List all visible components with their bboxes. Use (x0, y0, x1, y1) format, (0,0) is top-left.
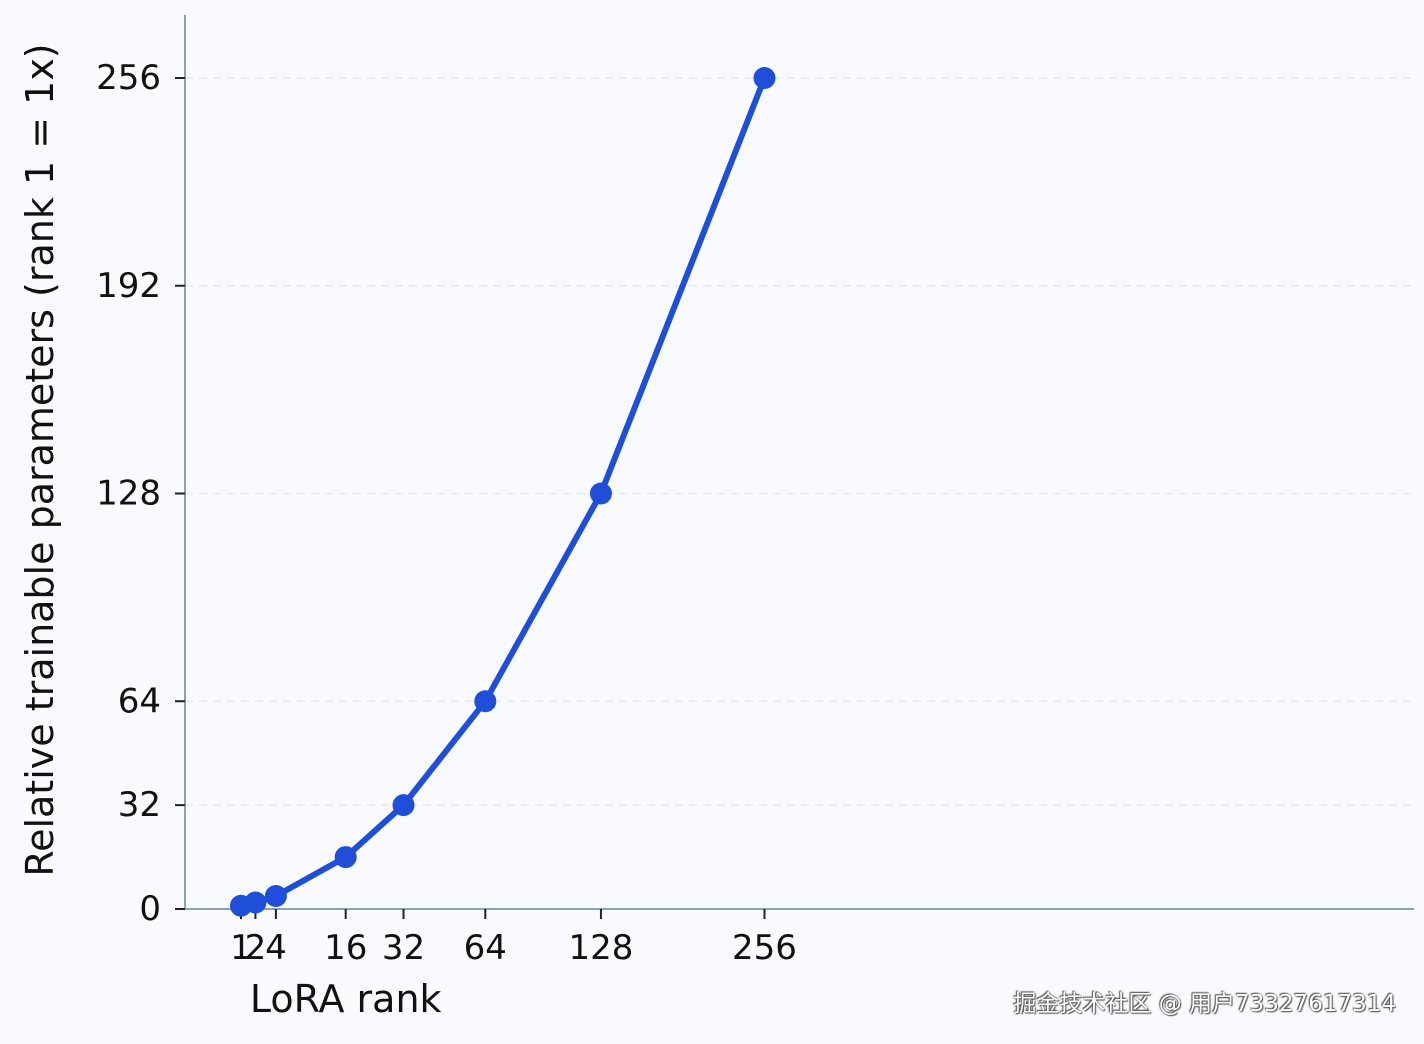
y-tick-label: 256 (96, 58, 161, 98)
grid-lines (185, 77, 1414, 806)
y-tick-label: 0 (139, 889, 161, 929)
x-tick-label: 32 (382, 928, 425, 968)
data-point (589, 482, 612, 505)
series-line (238, 75, 768, 909)
x-tick-label: 128 (568, 928, 633, 968)
x-tick-label: 256 (732, 928, 797, 968)
y-tick-label: 64 (118, 681, 161, 721)
data-point (753, 67, 776, 89)
y-tick-label: 32 (118, 785, 161, 825)
y-ticks: 0 32 64 128 192 256 (96, 58, 185, 929)
y-tick-label: 192 (96, 266, 161, 306)
x-tick-label: 16 (324, 928, 367, 968)
data-point (244, 891, 267, 914)
x-tick-label: 64 (464, 928, 507, 968)
data-point (474, 690, 497, 713)
x-tick-label: 2 (245, 928, 267, 968)
axes (184, 15, 1414, 910)
series (238, 75, 768, 909)
data-point (264, 885, 287, 908)
series-markers (230, 67, 776, 917)
y-axis-title: Relative trainable parameters (rank 1 = … (18, 43, 62, 876)
y-tick-label: 128 (96, 474, 161, 514)
data-point (392, 794, 415, 817)
x-tick-label: 1 (230, 928, 252, 968)
data-point (334, 846, 357, 869)
x-axis-title: LoRA rank (250, 977, 442, 1021)
watermark: 掘金技术社区 @ 用户73327617314 (1013, 991, 1396, 1017)
x-ticks: 124 16 32 64 128 256 (230, 909, 797, 968)
x-tick-label: 4 (265, 928, 287, 968)
